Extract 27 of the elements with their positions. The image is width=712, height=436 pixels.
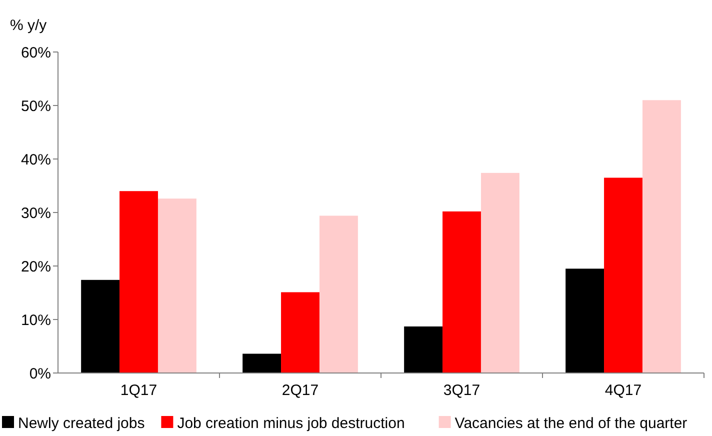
legend-label: Newly created jobs [18, 415, 145, 432]
bar [242, 354, 282, 373]
y-tick-label: 50% [20, 98, 51, 115]
y-tick-label: 20% [20, 258, 51, 276]
bar [604, 178, 642, 373]
y-tick-label: 60% [20, 44, 51, 62]
y-tick-label: 40% [20, 151, 51, 168]
y-tick-label: 30% [20, 204, 51, 222]
bar [642, 100, 681, 373]
x-tick-label: 3Q17 [443, 382, 480, 399]
bar [81, 280, 120, 373]
bar [404, 326, 443, 373]
legend-label: Vacancies at the end of the quarter [454, 415, 688, 432]
x-tick-label: 1Q17 [120, 382, 158, 399]
bar [120, 191, 158, 373]
bar [566, 268, 604, 373]
y-axis-title: % y/y [10, 17, 48, 34]
bar [281, 292, 320, 373]
y-tick-label: 10% [20, 312, 51, 329]
y-tick-label: 0% [29, 365, 51, 382]
bar [319, 216, 358, 373]
bar [158, 198, 196, 373]
bar [480, 172, 520, 373]
x-tick-label: 4Q17 [604, 382, 642, 399]
x-tick-label: 2Q17 [282, 382, 319, 399]
bar [442, 211, 481, 373]
legend-label: Job creation minus job destruction [177, 415, 405, 432]
